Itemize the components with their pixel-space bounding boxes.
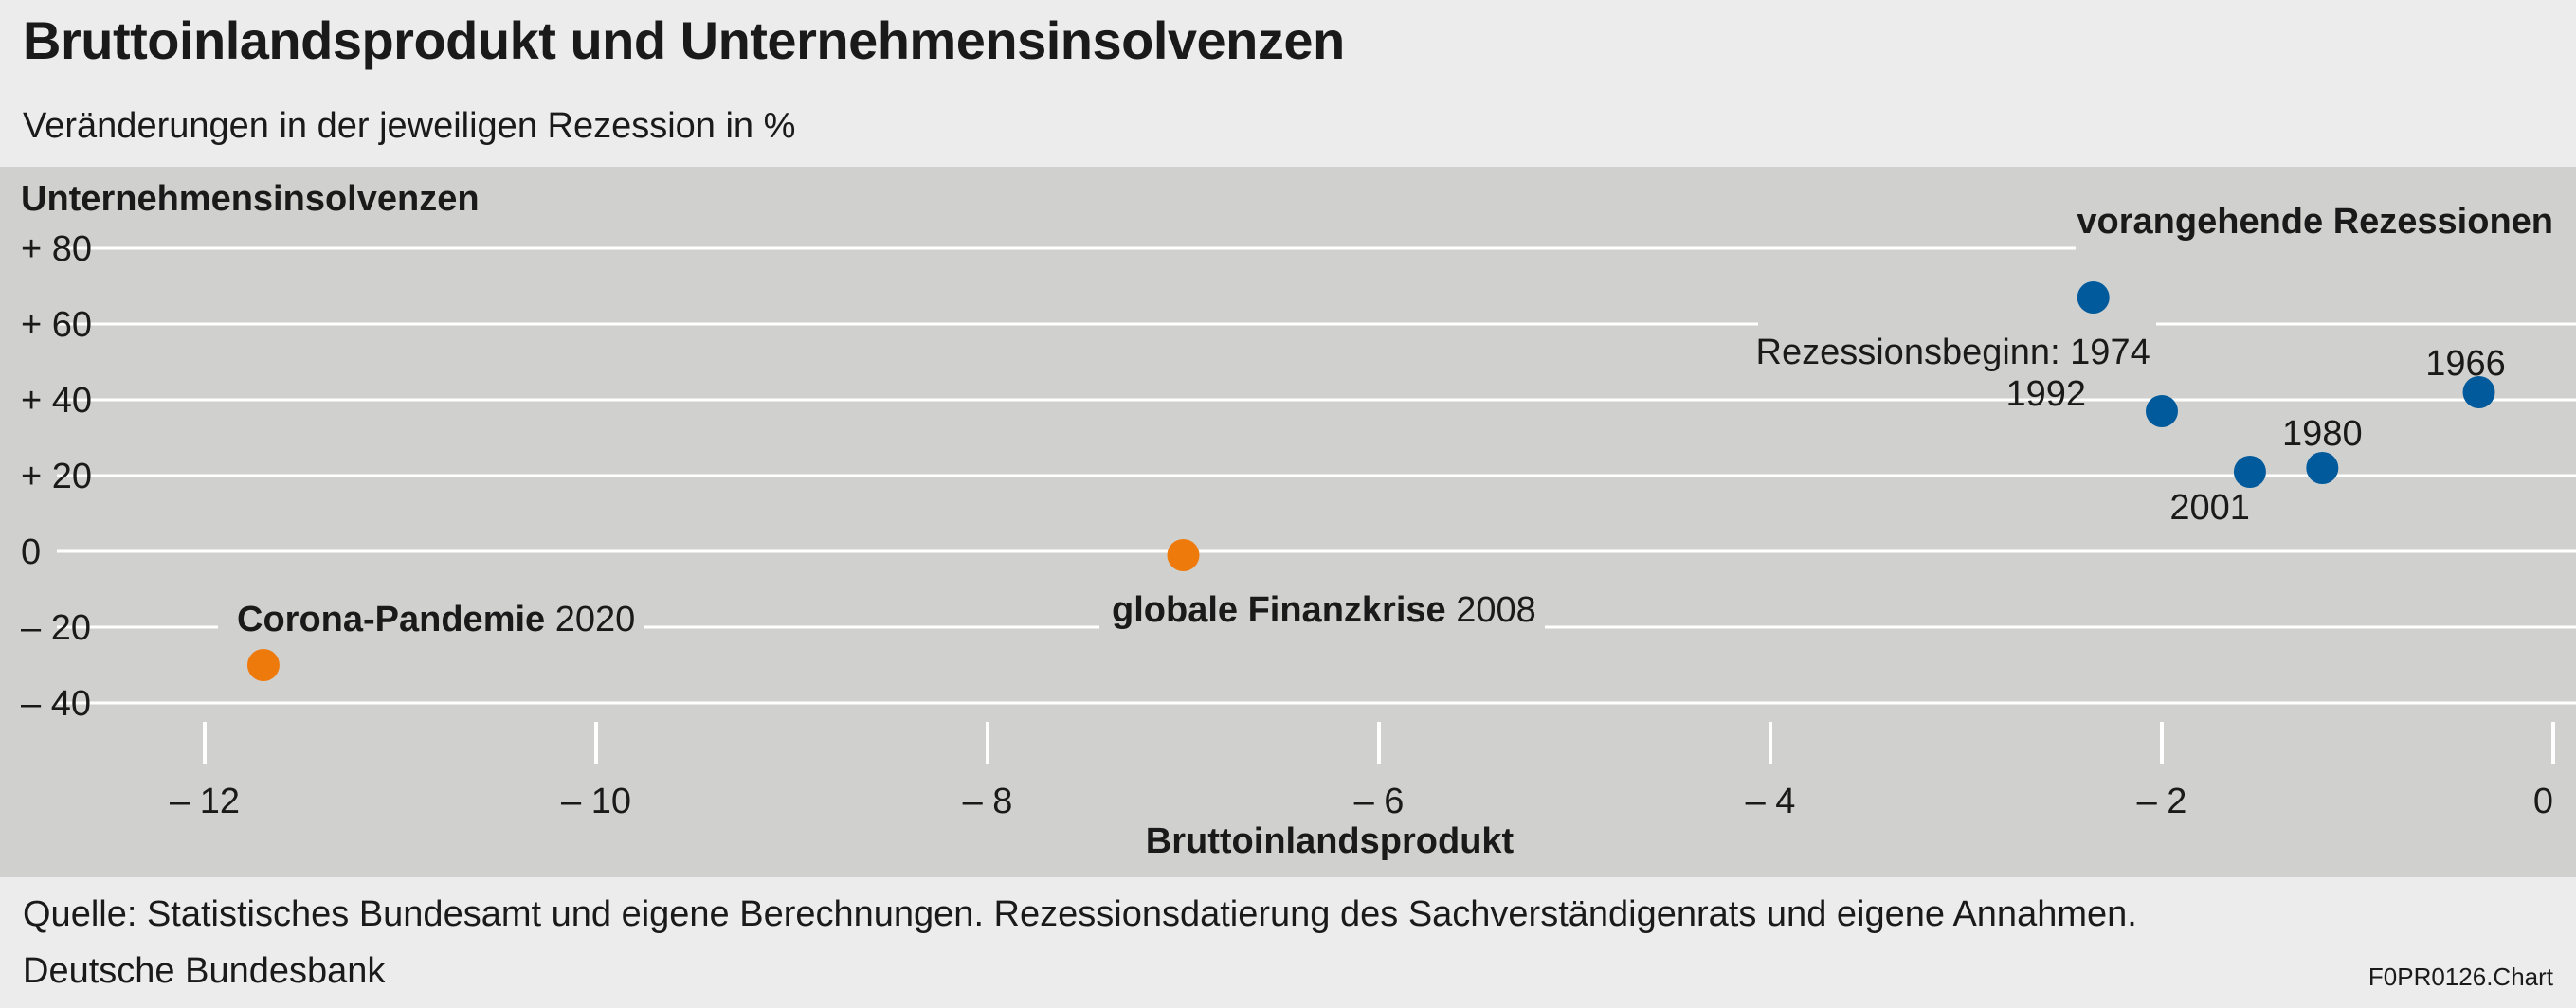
x-tick-label: – 4 (1746, 782, 1796, 821)
label-mask (2076, 180, 2576, 256)
data-point-label: 1966 (2425, 344, 2506, 384)
data-point-previous (2306, 452, 2339, 484)
data-point-label: 1992 (2005, 374, 2086, 414)
chart-code: F0PR0126.Chart (2367, 963, 2553, 991)
y-tick-label: + 80 (21, 229, 92, 269)
x-tick-label: – 12 (170, 782, 240, 821)
chart-subtitle: Veränderungen in der jeweiligen Rezessio… (23, 106, 796, 146)
y-tick-label: – 40 (21, 684, 91, 724)
data-point-label: 1980 (2282, 414, 2363, 454)
y-tick-label: – 20 (21, 608, 91, 648)
x-tick-label: – 10 (561, 782, 631, 821)
y-tick-label: + 60 (21, 305, 92, 345)
x-tick-label: 0 (2533, 782, 2553, 821)
data-point-recent (246, 649, 280, 681)
data-point-label: Rezessionsbeginn: 1974 (1756, 333, 2150, 372)
y-axis-title: Unternehmensinsolvenzen (21, 179, 480, 219)
data-point-label: globale Finanzkrise 2008 (1112, 590, 1536, 630)
chart-header: Bruttoinlandsprodukt und Unternehmensins… (0, 0, 2576, 159)
data-point-previous (2146, 395, 2178, 427)
publisher-name: Deutsche Bundesbank (23, 951, 386, 991)
x-axis-title: Bruttoinlandsprodukt (1146, 821, 1515, 861)
plot-panel (0, 167, 2576, 877)
x-tick-label: – 6 (1354, 782, 1405, 821)
source-note: Quelle: Statistisches Bundesamt und eige… (23, 894, 2137, 934)
data-point-label: 2001 (2169, 488, 2250, 528)
x-tick-label: – 8 (963, 782, 1013, 821)
data-point-previous (2233, 456, 2266, 488)
x-tick-label: – 2 (2137, 782, 2187, 821)
y-tick-label: 0 (21, 532, 41, 572)
chart-title: Bruttoinlandsprodukt und Unternehmensins… (23, 10, 1345, 70)
data-point-previous (2077, 281, 2110, 314)
data-point-recent (1167, 539, 1200, 571)
y-tick-label: + 20 (21, 457, 92, 496)
y-tick-label: + 40 (21, 381, 92, 421)
label-mask (218, 592, 644, 645)
annotation-label: vorangehende Rezessionen (2077, 202, 2553, 242)
data-point-label: Corona-Pandemie 2020 (237, 600, 635, 639)
label-mask (1099, 580, 1545, 644)
data-point-previous (2462, 376, 2495, 408)
